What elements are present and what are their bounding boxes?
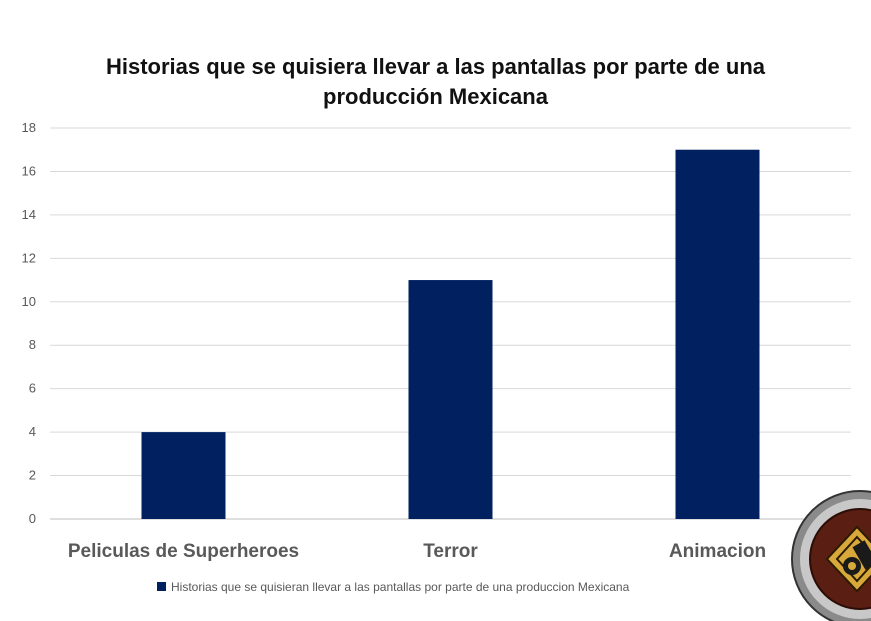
bar-peliculas-de-superheroes xyxy=(141,432,226,519)
bars xyxy=(141,149,760,519)
y-tick-label: 2 xyxy=(29,468,36,483)
legend: Historias que se quisieran llevar a las … xyxy=(157,580,630,594)
x-axis-ticks: Peliculas de Superheroes Terror Animacion xyxy=(68,541,766,562)
y-axis-ticks: 0 2 4 6 8 10 12 14 16 18 xyxy=(22,120,36,526)
y-tick-label: 8 xyxy=(29,337,36,352)
y-tick-label: 18 xyxy=(22,120,36,135)
legend-label: Historias que se quisieran llevar a las … xyxy=(171,580,630,594)
x-tick-label: Peliculas de Superheroes xyxy=(68,541,299,562)
chart-title: Historias que se quisiera llevar a las p… xyxy=(0,52,871,112)
x-tick-label: Terror xyxy=(423,541,478,562)
x-tick-label: Animacion xyxy=(669,541,766,562)
y-tick-label: 0 xyxy=(29,511,36,526)
y-tick-label: 10 xyxy=(22,294,36,309)
chart-title-line-2: producción Mexicana xyxy=(323,84,548,109)
chart-title-line-1: Historias que se quisiera llevar a las p… xyxy=(105,54,766,79)
y-tick-label: 14 xyxy=(22,207,36,222)
y-tick-label: 4 xyxy=(29,424,36,439)
y-tick-label: 12 xyxy=(22,250,36,265)
legend-swatch xyxy=(157,582,166,591)
bar-terror xyxy=(408,280,493,519)
y-tick-label: 6 xyxy=(29,381,36,396)
y-tick-label: 16 xyxy=(22,163,36,178)
film-reel-logo-icon xyxy=(791,490,871,621)
bar-animacion xyxy=(675,149,760,519)
